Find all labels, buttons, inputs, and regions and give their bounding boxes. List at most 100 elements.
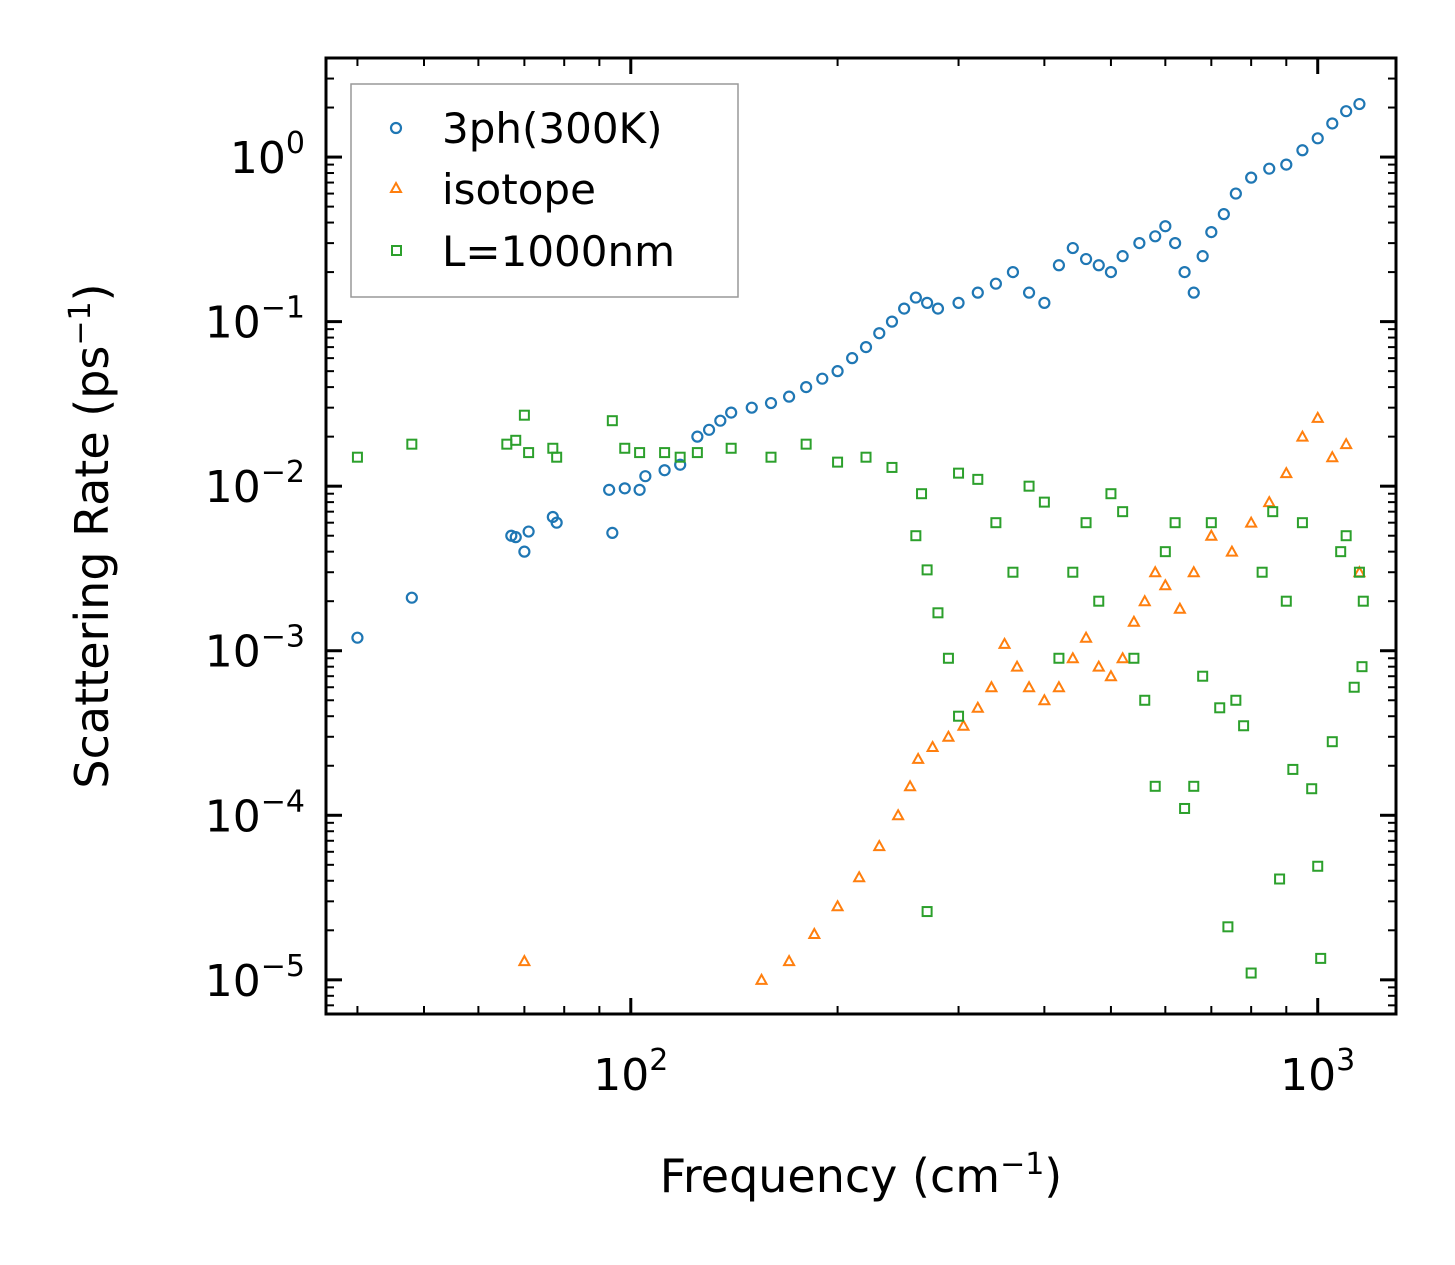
data-point-square (1067, 566, 1079, 578)
data-point-circle (1263, 162, 1276, 175)
data-point-circle (606, 526, 619, 540)
data-point-circle (618, 482, 631, 495)
data-point-triangle (1148, 565, 1162, 578)
data-point-triangle (1037, 693, 1052, 706)
x-tick-exp: 2 (649, 1043, 668, 1078)
data-point-circle (885, 315, 899, 328)
data-point-square (1256, 566, 1268, 578)
y-tick-label: 10−5 (205, 949, 305, 1007)
data-point-square (1222, 921, 1234, 933)
data-point-square (518, 409, 530, 421)
data-point-circle (1245, 171, 1258, 184)
series-2 (351, 409, 1369, 979)
data-point-square (953, 467, 965, 479)
data-point-triangle (925, 739, 940, 752)
data-point-circle (1340, 105, 1353, 118)
data-point-square (1139, 694, 1151, 706)
y-axis-title-end: ) (65, 283, 119, 301)
data-point-square (1117, 506, 1129, 518)
data-point-circle (1217, 208, 1230, 221)
data-point-square (1335, 546, 1347, 558)
data-point-triangle (1079, 630, 1093, 643)
data-point-triangle (984, 680, 999, 693)
data-point-circle (702, 423, 716, 436)
data-point-circle (351, 631, 364, 644)
data-point-circle (898, 302, 911, 315)
legend-entry-l1000nm: L=1000nm (391, 227, 675, 276)
data-point-square (1306, 783, 1318, 795)
y-tick-base: 10 (205, 791, 261, 842)
y-tick-exp: 0 (286, 126, 305, 161)
legend-label-3ph: 3ph(300K) (442, 104, 662, 153)
legend-label-l1000nm: L=1000nm (442, 227, 675, 276)
data-point-triangle (1262, 495, 1276, 508)
data-point-circle (550, 516, 563, 529)
data-point-triangle (1104, 669, 1118, 682)
data-point-triangle (1158, 578, 1173, 591)
legend: 3ph(300K) isotope L=1000nm (350, 83, 739, 298)
series-1 (517, 410, 1367, 985)
data-point-square (921, 906, 933, 918)
data-point-square (1149, 780, 1161, 792)
data-point-triangle (911, 751, 925, 764)
data-point-circle (1296, 144, 1309, 157)
data-point-triangle (1022, 680, 1036, 693)
data-point-triangle (1325, 450, 1339, 463)
data-point-triangle (1295, 429, 1310, 442)
data-point-square (932, 607, 944, 619)
data-point-triangle (1204, 528, 1219, 541)
data-point-circle (1353, 97, 1366, 111)
data-point-square (1274, 873, 1286, 885)
data-point-circle (633, 483, 646, 496)
data-point-square (1053, 652, 1065, 664)
data-point-square (910, 530, 922, 542)
data-point-circle (859, 341, 873, 354)
legend-marker-square-icon (391, 245, 402, 256)
data-point-square (1179, 802, 1191, 814)
legend-label-isotope: isotope (442, 165, 596, 214)
data-point-square (1093, 595, 1105, 607)
data-point-triangle (1092, 659, 1106, 672)
data-point-circle (1196, 250, 1209, 263)
data-point-square (619, 442, 631, 454)
data-point-triangle (941, 729, 956, 742)
data-point-square (1128, 652, 1140, 664)
data-point-triangle (997, 636, 1012, 649)
data-point-circle (1169, 237, 1182, 250)
data-point-circle (1178, 265, 1191, 279)
data-point-circle (1022, 286, 1036, 299)
data-point-triangle (891, 808, 905, 821)
data-point-triangle (830, 899, 845, 912)
data-point-circle (745, 401, 758, 414)
major-ticks (326, 58, 1396, 1014)
data-point-square (860, 451, 872, 463)
data-point-square (1326, 736, 1338, 748)
data-point-circle (909, 291, 922, 304)
data-point-square (523, 447, 535, 459)
data-point-triangle (1066, 651, 1080, 664)
data-point-square (953, 710, 965, 722)
data-point-square (1287, 763, 1299, 775)
data-point-circle (1079, 252, 1093, 266)
data-point-square (1340, 530, 1352, 542)
data-point-circle (1149, 230, 1162, 243)
data-point-square (1159, 546, 1171, 558)
data-point-square (1169, 517, 1181, 529)
data-point-square (1312, 860, 1324, 872)
data-point-circle (714, 414, 727, 427)
data-point-circle (1205, 225, 1218, 239)
data-point-triangle (872, 839, 886, 852)
data-point-circle (764, 396, 778, 410)
y-tick-exp: −1 (261, 291, 305, 326)
data-point-square (1356, 661, 1368, 673)
data-point-square (1214, 702, 1226, 714)
y-tick-exp: −4 (261, 784, 305, 819)
data-point-circle (1052, 259, 1066, 272)
y-tick-label: 100 (230, 126, 305, 184)
data-point-circle (1092, 259, 1105, 272)
x-axis-title-text: Frequency (cm (660, 1149, 1000, 1203)
data-point-triangle (903, 779, 917, 792)
data-point-triangle (1244, 515, 1258, 528)
y-axis-title: Scattering Rate (ps−1) (63, 283, 119, 788)
data-point-square (1267, 506, 1279, 518)
